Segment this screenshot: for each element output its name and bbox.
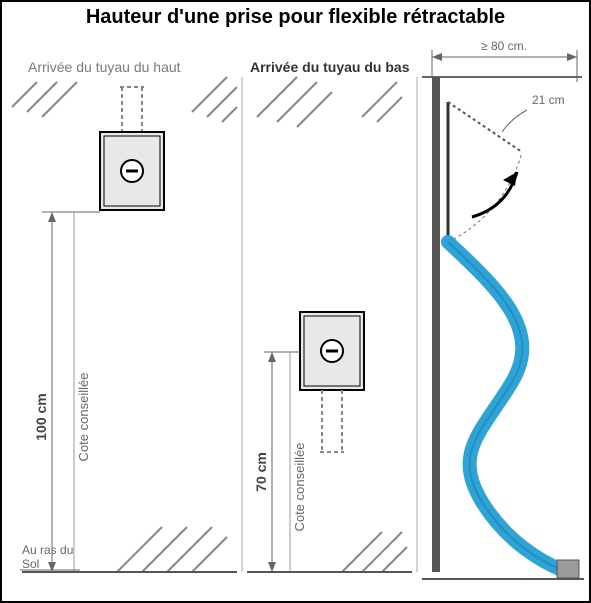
hatch-top-left2	[192, 77, 237, 122]
hatch-top-mid2	[362, 82, 402, 122]
left-panel: Arrivée du tuyau du haut	[12, 59, 237, 572]
pipe-top	[120, 87, 144, 132]
dim-100-text: 100 cm	[33, 393, 49, 440]
outlet-top	[100, 132, 164, 210]
flap-open	[448, 102, 522, 152]
ground-label-2: Sol	[22, 557, 39, 571]
dim-21: 21 cm	[532, 93, 565, 107]
hatch-bot-mid	[342, 532, 407, 572]
ground-label-1: Au ras du	[22, 543, 73, 557]
dim-80: ≥ 80 cm.	[432, 39, 577, 82]
mid-label: Arrivée du tuyau du bas	[250, 59, 410, 75]
diagram-title: Hauteur d'une prise pour flexible rétrac…	[2, 6, 589, 29]
dim-70: 70 cm Cote conseillée	[253, 352, 307, 572]
dim-100: 100 cm Cote conseillée	[33, 212, 100, 572]
hose	[448, 242, 562, 570]
hatch-top-left	[12, 82, 77, 117]
note-100: Cote conseillée	[76, 373, 91, 462]
hose-end	[557, 560, 579, 578]
right-panel: ≥ 80 cm. 21 cm	[422, 39, 584, 579]
outlet-bottom	[300, 312, 364, 452]
dim-70-text: 70 cm	[253, 452, 269, 492]
note-70: Cote conseillée	[292, 443, 307, 532]
hatch-top-mid	[257, 77, 332, 127]
diagram-svg: Arrivée du tuyau du haut	[2, 32, 589, 602]
hatch-bot-left	[117, 527, 227, 572]
mid-panel: Arrivée du tuyau du bas	[247, 59, 412, 572]
wall-side	[432, 77, 440, 572]
diagram-frame: Hauteur d'une prise pour flexible rétrac…	[0, 0, 591, 603]
dim-80-text: ≥ 80 cm.	[481, 39, 527, 53]
left-label: Arrivée du tuyau du haut	[28, 59, 181, 75]
